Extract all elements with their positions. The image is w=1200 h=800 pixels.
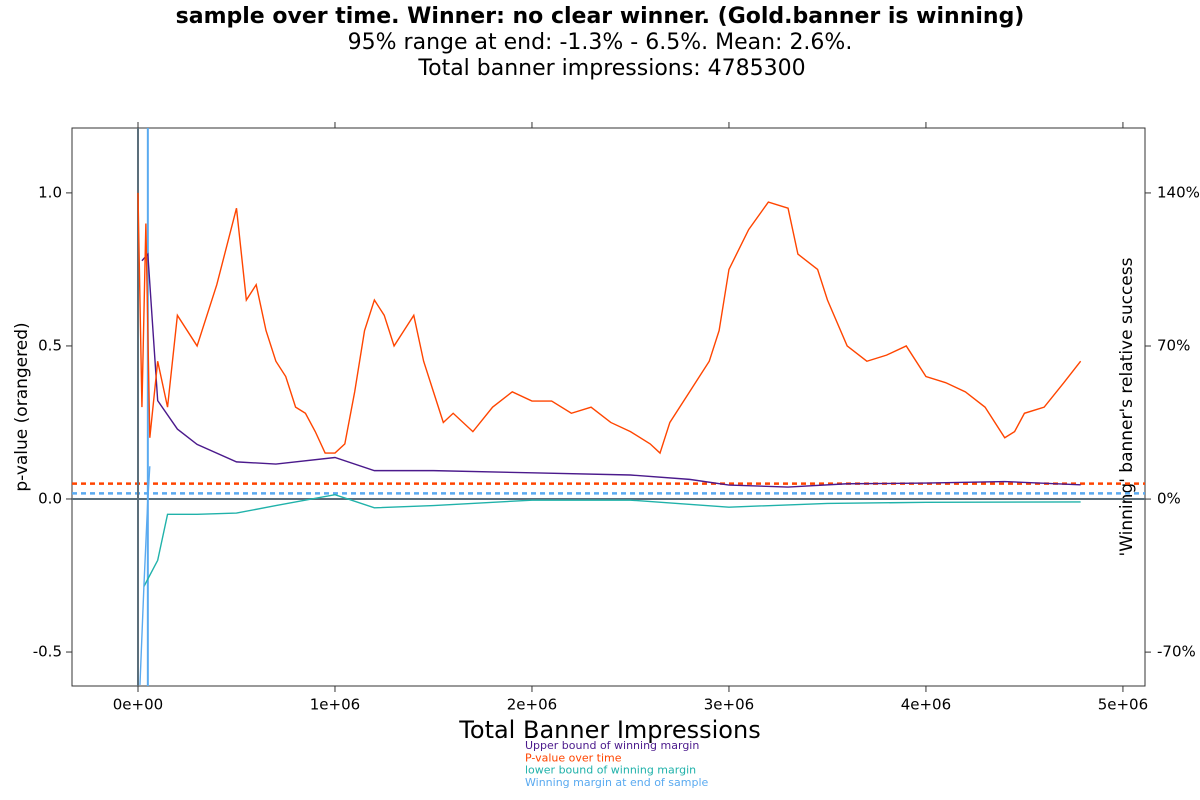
chart-title: sample over time. Winner: no clear winne… <box>176 4 1025 29</box>
legend-label: Upper bound of winning margin <box>525 739 699 752</box>
x-tick-label: 4e+06 <box>901 696 951 714</box>
y2-axis-label: 'Winning' banner's relative success <box>1117 257 1137 556</box>
y-tick-label: 1.0 <box>38 183 62 201</box>
x-axis-label: Total Banner Impressions <box>458 716 760 744</box>
series-line <box>137 192 1082 455</box>
chart-subtitle: 95% range at end: -1.3% - 6.5%. Mean: 2.… <box>348 30 853 55</box>
y-axis-label: p-value (orangered) <box>12 322 32 491</box>
y2-tick-label: 0% <box>1157 490 1181 508</box>
x-tick-label: 2e+06 <box>507 696 557 714</box>
y-tick-label: 0.0 <box>38 489 62 507</box>
x-tick-label: 3e+06 <box>704 696 754 714</box>
x-tick-label: 0e+00 <box>113 696 163 714</box>
y2-tick-label: -70% <box>1157 643 1196 661</box>
series-line <box>141 252 1081 488</box>
plot-frame <box>71 127 1146 687</box>
y-tick-label: 0.5 <box>38 336 62 354</box>
y-tick-label: -0.5 <box>33 643 62 661</box>
legend-label: Winning margin at end of sample <box>525 776 709 789</box>
legend-label: P-value over time <box>525 751 622 764</box>
series-line <box>143 493 1081 587</box>
x-tick-label: 1e+06 <box>310 696 360 714</box>
legend-label: lower bound of winning margin <box>525 764 696 777</box>
x-tick-label: 5e+06 <box>1098 696 1148 714</box>
series-line <box>139 466 151 685</box>
chart-subtitle: Total banner impressions: 4785300 <box>417 56 805 81</box>
y2-tick-label: 140% <box>1157 183 1200 201</box>
y2-tick-label: 70% <box>1157 336 1190 354</box>
